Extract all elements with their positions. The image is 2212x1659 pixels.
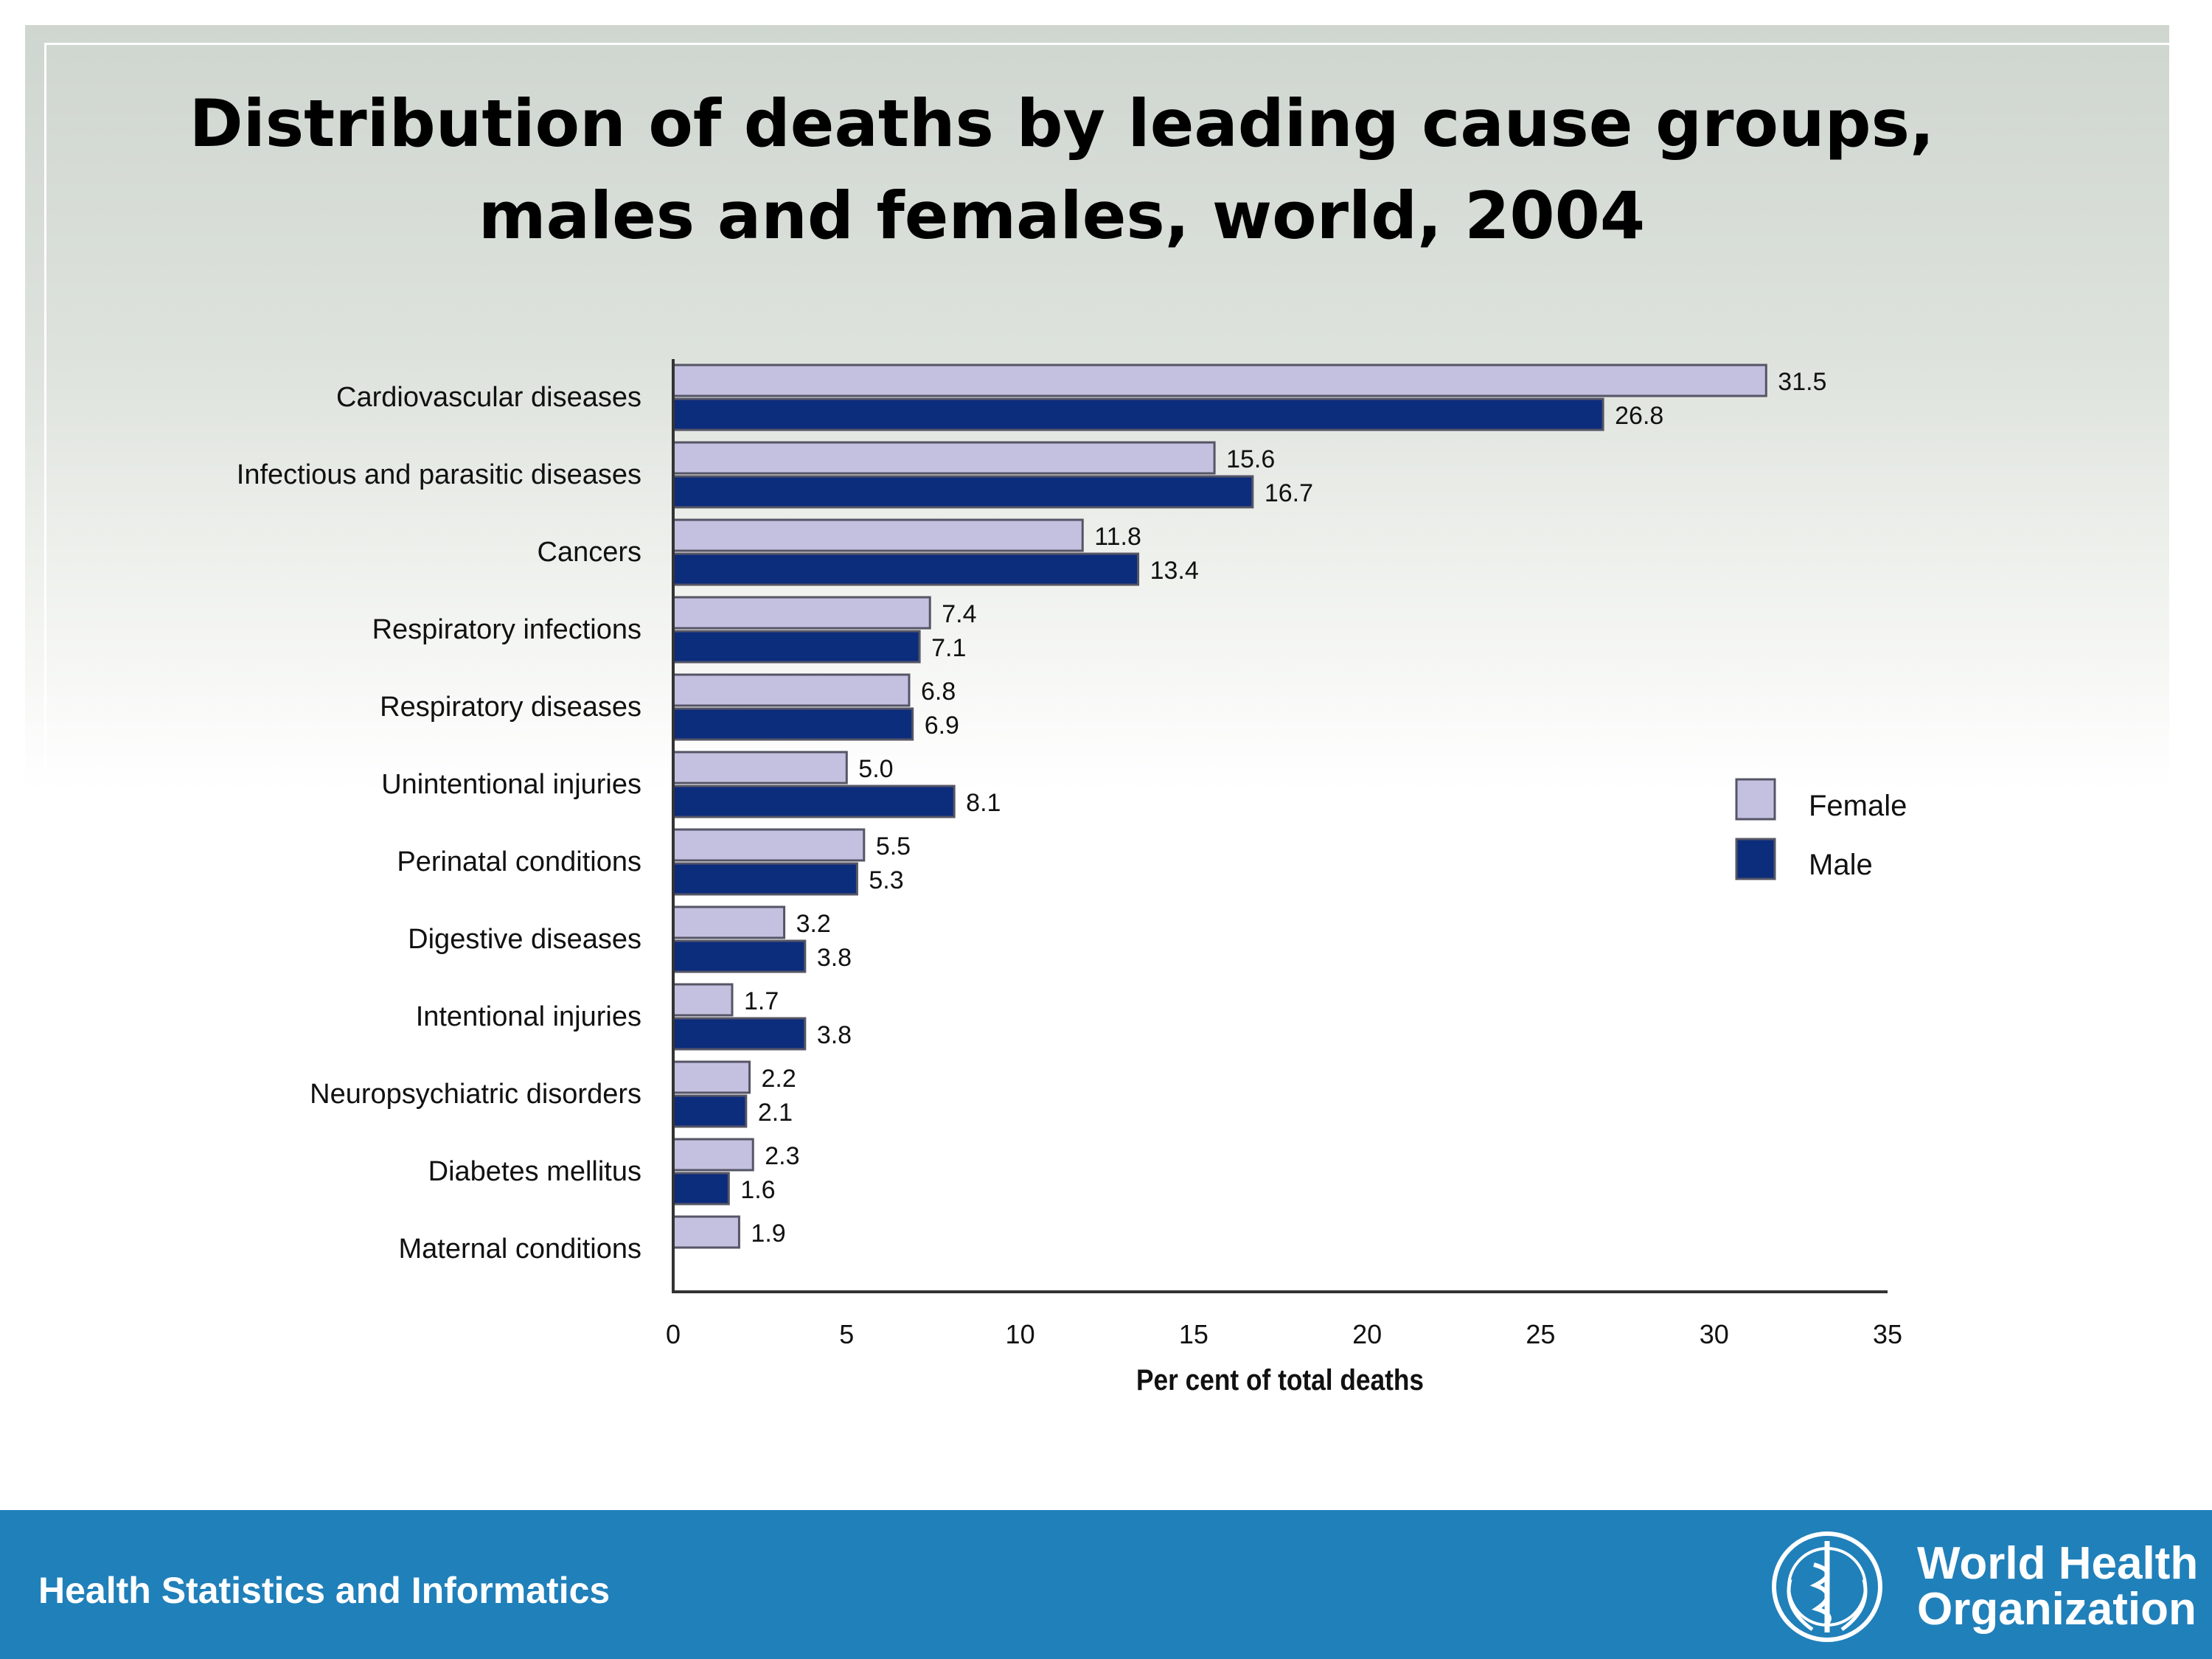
value-label-male: 26.8 <box>1615 402 1663 430</box>
bar-male <box>672 785 956 818</box>
value-label-male: 16.7 <box>1265 479 1313 507</box>
category-label: Respiratory diseases <box>380 692 641 723</box>
slide-title: Distribution of deaths by leading cause … <box>88 77 2035 262</box>
value-label-male: 7.1 <box>931 634 966 662</box>
bar-male <box>672 397 1604 431</box>
category-label: Infectious and parasitic diseases <box>237 459 641 490</box>
category-label: Intentional injuries <box>416 1001 641 1032</box>
category-label: Digestive diseases <box>408 924 641 955</box>
bar-female <box>672 905 786 939</box>
value-labels: 31.5 26.8 15.6 16.7 11.8 13.4 7.4 7.1 6.8 6.9 5.0 8… <box>740 368 1826 1248</box>
x-tick-label: 15 <box>1179 1319 1208 1349</box>
value-label-female: 1.9 <box>751 1220 785 1248</box>
who-logo-icon <box>1772 1531 1882 1642</box>
x-tick-label: 25 <box>1526 1319 1555 1349</box>
bar-female <box>672 1215 740 1249</box>
bar-female <box>672 596 931 630</box>
title-line-1: Distribution of deaths by leading cause … <box>189 86 1935 161</box>
value-label-female: 6.8 <box>921 678 956 706</box>
x-tick-label: 0 <box>666 1319 681 1349</box>
slide-background <box>25 25 2175 1500</box>
value-label-female: 5.5 <box>876 832 911 860</box>
category-label: Neuropsychiatric disorders <box>310 1079 641 1110</box>
category-label: Respiratory infections <box>372 614 641 645</box>
legend-swatch-male <box>1735 838 1776 880</box>
who-logo-line-1: World Health <box>1917 1538 2199 1589</box>
value-label-female: 2.3 <box>765 1142 799 1170</box>
axes <box>672 359 1888 1293</box>
bar-male <box>672 475 1254 509</box>
category-label: Maternal conditions <box>398 1234 641 1265</box>
x-tick-label: 35 <box>1873 1319 1902 1349</box>
legend-label-female: Female <box>1809 790 1907 822</box>
value-label-female: 11.8 <box>1094 523 1141 551</box>
x-tick-label: 10 <box>1006 1319 1035 1349</box>
footer-text: Health Statistics and Informatics <box>38 1570 611 1611</box>
value-label-female: 31.5 <box>1778 368 1826 396</box>
category-label: Perinatal conditions <box>397 846 641 877</box>
value-label-female: 2.2 <box>762 1065 796 1093</box>
value-label-male: 3.8 <box>817 1021 852 1049</box>
bar-female <box>672 1138 754 1172</box>
legend: Female Male <box>1735 778 1907 881</box>
title-line-2: males and females, world, 2004 <box>478 178 1646 254</box>
bar-female <box>672 1060 751 1094</box>
value-label-male: 2.1 <box>758 1099 793 1127</box>
bar-male <box>672 862 858 896</box>
category-label: Unintentional injuries <box>381 769 641 800</box>
value-label-female: 7.4 <box>942 600 976 628</box>
value-label-female: 3.2 <box>796 910 831 938</box>
bar-female <box>672 441 1216 475</box>
x-tick-label: 20 <box>1352 1319 1382 1349</box>
bar-male <box>672 939 807 973</box>
category-label: Cardiovascular diseases <box>336 382 641 413</box>
bar-male <box>672 1017 807 1051</box>
value-label-male: 3.8 <box>817 944 852 972</box>
value-label-male: 1.6 <box>740 1176 775 1204</box>
who-logo-text: World Health Organization <box>1917 1541 2198 1632</box>
who-logo-line-2: Organization <box>1917 1584 2197 1635</box>
slide-frame <box>44 43 2175 1499</box>
category-label: Diabetes mellitus <box>428 1156 641 1187</box>
x-tick-labels: 0 5 10 15 20 25 30 35 <box>666 1319 1902 1349</box>
value-label-female: 5.0 <box>858 755 893 783</box>
value-label-female: 15.6 <box>1226 445 1275 473</box>
legend-label-male: Male <box>1809 849 1873 881</box>
value-label-male: 5.3 <box>869 866 903 894</box>
bar-female <box>672 828 866 862</box>
x-axis-label: Per cent of total deaths <box>1136 1364 1424 1397</box>
bar-male <box>672 552 1140 586</box>
x-tick-label: 30 <box>1700 1319 1729 1349</box>
bar-male <box>672 1172 730 1206</box>
bar-male <box>672 630 921 664</box>
value-label-male: 6.9 <box>925 712 959 740</box>
bar-female <box>672 364 1767 397</box>
value-label-male: 8.1 <box>966 789 1001 817</box>
bar-female <box>672 518 1084 552</box>
x-tick-label: 5 <box>839 1319 854 1349</box>
bar-female <box>672 673 911 707</box>
bar-female <box>672 751 848 785</box>
bar-male <box>672 1094 748 1128</box>
map-background <box>25 25 2169 1500</box>
legend-swatch-female <box>1735 778 1776 821</box>
bar-female <box>672 983 734 1017</box>
bar-male <box>672 707 914 741</box>
value-label-female: 1.7 <box>744 987 779 1015</box>
category-labels: Cardiovascular diseases Infectious and pa… <box>237 382 641 1265</box>
bars-group <box>672 364 1767 1249</box>
category-label: Cancers <box>538 537 642 568</box>
value-label-male: 13.4 <box>1150 557 1199 585</box>
